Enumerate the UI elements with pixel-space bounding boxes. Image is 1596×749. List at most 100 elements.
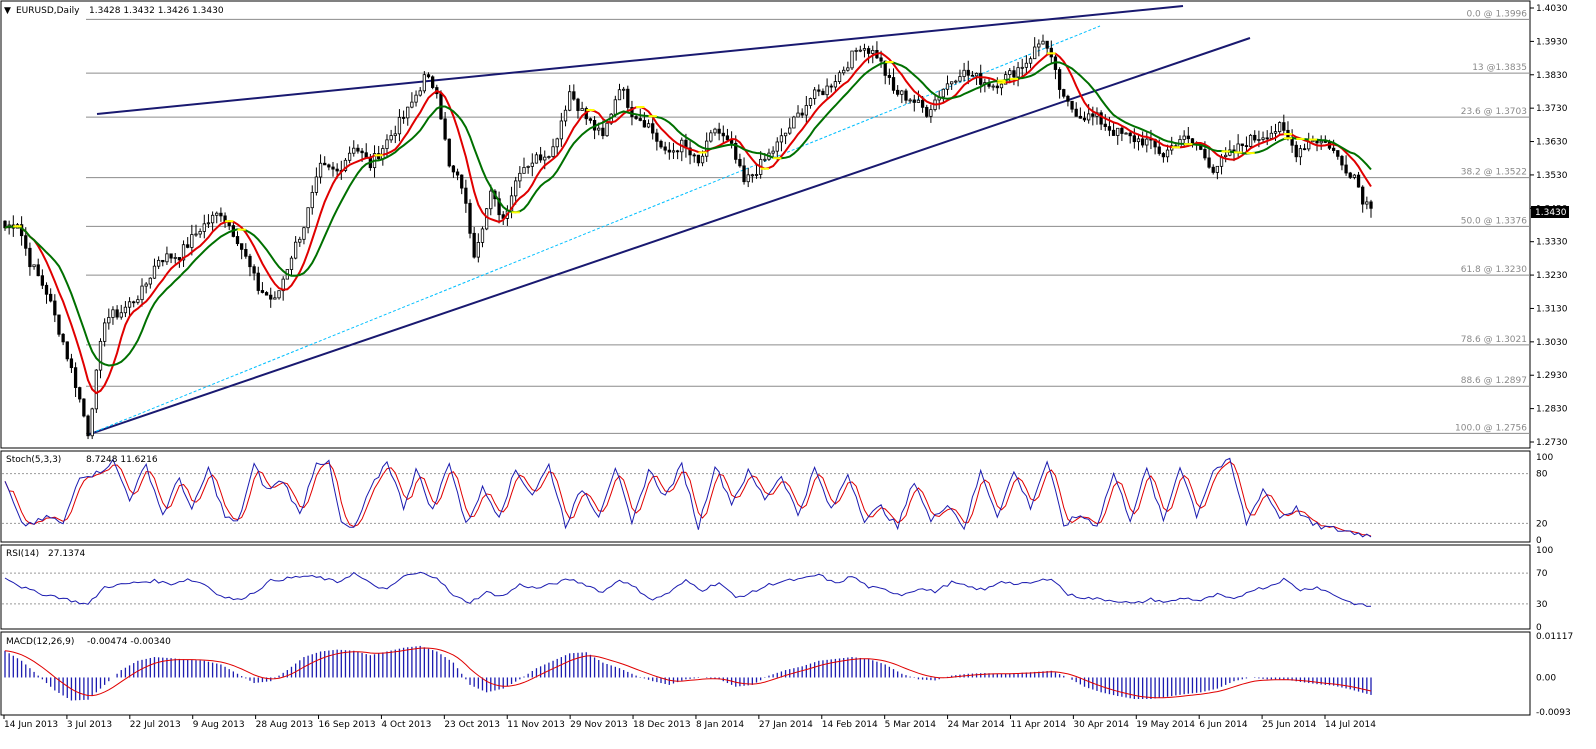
date-tick-label: 19 May 2014 [1136,720,1195,730]
candle-body [534,154,539,164]
stochastic-panel[interactable] [0,450,1531,543]
date-tick-label: 11 Nov 2013 [507,720,565,730]
candle-body [451,165,456,173]
date-tick-label: 9 Aug 2013 [193,720,245,730]
date-tick-label: 29 Nov 2013 [570,720,628,730]
candle-body [306,207,310,229]
candle-body [1348,172,1352,178]
macd-title: MACD(12,26,9) [6,637,74,647]
candle-body [605,122,609,137]
candle-body [916,99,921,103]
candle-body [190,234,194,248]
candle-body [1111,129,1116,136]
ohlc-readout: 1.3428 1.3432 1.3426 1.3430 [89,6,224,16]
candle-body [962,69,966,77]
candle-body [431,76,435,88]
candle-body [1157,146,1161,154]
date-tick-label: 14 Feb 2014 [822,720,878,730]
candle-body [78,387,82,400]
candle-body [829,85,833,88]
candle-body [945,83,950,90]
candle-body [1282,122,1286,131]
candle-body [1074,108,1078,117]
fib-level-label: 13 @1.3835 [1472,63,1527,73]
candle-body [169,253,173,259]
stoch-tick-label: 100 [1536,453,1553,463]
fib-level-label: 0.0 @ 1.3996 [1466,9,1527,19]
candle-body [1344,164,1348,174]
date-tick-label: 6 Jun 2014 [1199,720,1248,730]
candle-body [1340,155,1344,166]
candle-body [293,241,298,259]
candle-body [98,340,103,371]
candle-body [812,89,817,99]
chart-expand-icon[interactable]: ▼ [4,6,11,16]
stoch-main-line [4,457,1372,538]
candle-body [920,99,925,108]
candle-body [667,149,671,153]
candle-body [426,74,431,78]
candle-body [273,297,277,300]
date-tick-label: 28 Aug 2013 [256,720,314,730]
candle-body [32,264,36,268]
candle-body [53,300,57,316]
candle-body [925,106,929,117]
candle-body [1290,138,1294,146]
candle-body [588,118,593,121]
date-tick-label: 23 Oct 2013 [444,720,500,730]
candle-body [626,88,630,108]
candle-body [484,208,489,230]
candle-body [1248,134,1253,147]
candle-body [1269,132,1273,139]
candle-body [1028,58,1033,64]
candle-body [347,152,352,161]
candle-body [49,293,53,302]
date-tick-label: 11 Apr 2014 [1010,720,1066,730]
stoch-tick-label: 80 [1536,470,1548,480]
candle-body [837,72,842,83]
fib-level-label: 38.2 @ 1.3522 [1461,168,1527,178]
candle-body [1215,165,1220,173]
candle-body [713,128,717,134]
fib-guide-line [86,25,1101,436]
candle-body [1190,138,1195,144]
date-tick-label: 14 Jun 2013 [4,720,58,730]
main-price-panel[interactable] [0,0,1531,449]
fib-level-label: 78.6 @ 1.3021 [1461,335,1527,345]
candle-body [522,167,526,174]
candle-body [1369,201,1373,209]
candle-body [1261,137,1265,140]
candle-body [1020,66,1024,69]
candle-body [721,132,725,137]
symbol-label: EURUSD,Daily [16,6,80,16]
macd-panel[interactable] [0,631,1531,716]
candle-body [248,255,252,268]
candle-body [314,176,319,193]
date-tick-label: 16 Sep 2013 [319,720,376,730]
rsi-panel[interactable] [0,544,1531,630]
candle-body [530,162,534,167]
candle-body [696,154,701,164]
candle-body [1331,147,1336,151]
candle-body [1336,150,1340,157]
candle-body [675,150,680,153]
last-price-tag [1531,206,1569,218]
candle-body [970,74,975,77]
fib-level-label: 50.0 @ 1.3376 [1461,216,1528,226]
stoch-tick-label: 20 [1536,519,1548,529]
candle-body [1082,117,1087,121]
candle-body [86,415,90,437]
candle-body [44,284,49,295]
candle-body [671,150,676,153]
rsi-tick-label: 0 [1536,623,1542,633]
candle-body [443,118,447,140]
candle-body [269,294,273,300]
candle-body [1257,139,1261,141]
price-tick-label: 1.3530 [1536,171,1568,181]
trend-lines [86,5,1251,436]
candle-body [717,128,721,134]
candle-body [69,358,74,369]
candle-body [601,127,605,137]
candle-body [804,105,808,116]
